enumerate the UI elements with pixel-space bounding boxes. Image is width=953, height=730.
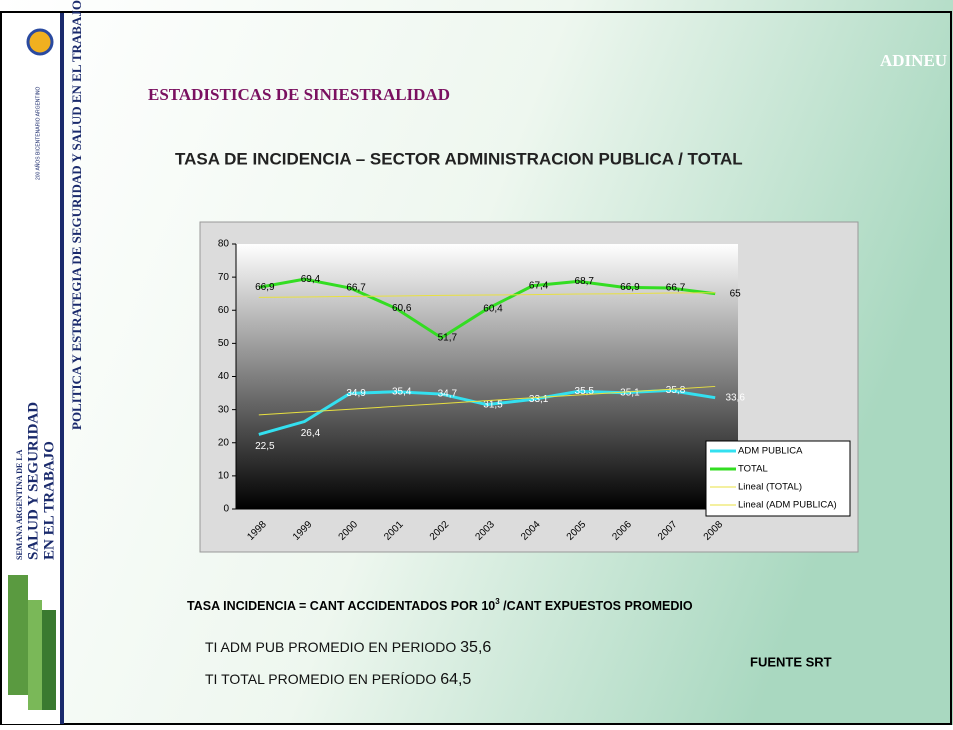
y-tick-label: 60	[218, 305, 230, 316]
average: TI ADM PUB PROMEDIO EN PERIODO 35,6	[205, 639, 491, 657]
slide: POLITICA Y ESTRATEGIA DE SEGURIDAD Y SAL…	[0, 0, 953, 725]
y-tick-label: 20	[218, 437, 230, 448]
data-label: 66,7	[666, 283, 686, 294]
logo	[28, 30, 52, 54]
average-value: 35,6	[460, 639, 491, 656]
data-label: 66,9	[620, 282, 640, 293]
banner-edge	[60, 13, 64, 724]
page: POLITICA Y ESTRATEGIA DE SEGURIDAD Y SAL…	[0, 0, 953, 725]
formula-text: TASA INCIDENCIA = CANT ACCIDENTADOS POR …	[187, 599, 495, 613]
data-label: 22,5	[255, 441, 275, 452]
data-label: 35,1	[620, 387, 640, 398]
data-label: 26,4	[301, 428, 321, 439]
data-label: 65	[730, 288, 742, 299]
y-tick-label: 40	[218, 371, 230, 382]
data-label: 66,9	[255, 282, 275, 293]
data-label: 51,7	[438, 332, 458, 343]
data-label: 66,7	[346, 283, 366, 294]
formula: TASA INCIDENCIA = CANT ACCIDENTADOS POR …	[187, 597, 693, 613]
data-label: 60,6	[392, 303, 412, 314]
logo-text: 200 AÑOS BICENTENARIO ARGENTINO	[34, 87, 41, 180]
average-label: TI ADM PUB PROMEDIO EN PERIODO	[205, 639, 460, 655]
y-tick-label: 80	[218, 239, 230, 250]
legend-label: TOTAL	[738, 464, 768, 475]
section-title: ESTADISTICAS DE SINIESTRALIDAD	[148, 85, 450, 104]
average-value: 64,5	[440, 671, 471, 688]
data-label: 34,9	[346, 388, 366, 399]
data-label: 34,7	[438, 389, 458, 400]
source: FUENTE SRT	[750, 654, 832, 669]
y-tick-label: 10	[218, 471, 230, 482]
data-label: 35,8	[666, 385, 686, 396]
data-label: 67,4	[529, 280, 549, 291]
banner-big: EN EL TRABAJO	[41, 441, 57, 560]
legend-label: Lineal (ADM PUBLICA)	[738, 500, 837, 511]
formula-text: /CANT EXPUESTOS PROMEDIO	[500, 599, 693, 613]
banner-text: POLITICA Y ESTRATEGIA DE SEGURIDAD Y SAL…	[69, 0, 84, 430]
banner-big: SALUD Y SEGURIDAD	[25, 402, 41, 560]
data-label: 60,4	[483, 304, 503, 315]
data-label: 33,6	[725, 392, 745, 403]
legend-label: ADM PUBLICA	[738, 446, 803, 457]
data-label: 35,4	[392, 386, 412, 397]
y-tick-label: 70	[218, 272, 230, 283]
y-tick-label: 30	[218, 404, 230, 415]
y-tick-label: 0	[223, 504, 229, 515]
y-tick-label: 50	[218, 338, 230, 349]
data-label: 68,7	[575, 276, 595, 287]
brand: ADINEU	[880, 51, 947, 70]
data-label: 33,1	[529, 394, 549, 405]
banner-small: SEMANA ARGENTINA DE LA	[15, 449, 24, 560]
legend-label: Lineal (TOTAL)	[738, 482, 802, 493]
data-label: 69,4	[301, 274, 321, 285]
chart-title: TASA DE INCIDENCIA – SECTOR ADMINISTRACI…	[175, 149, 743, 168]
average-label: TI TOTAL PROMEDIO EN PERÍODO	[205, 671, 440, 687]
average: TI TOTAL PROMEDIO EN PERÍODO 64,5	[205, 671, 471, 689]
